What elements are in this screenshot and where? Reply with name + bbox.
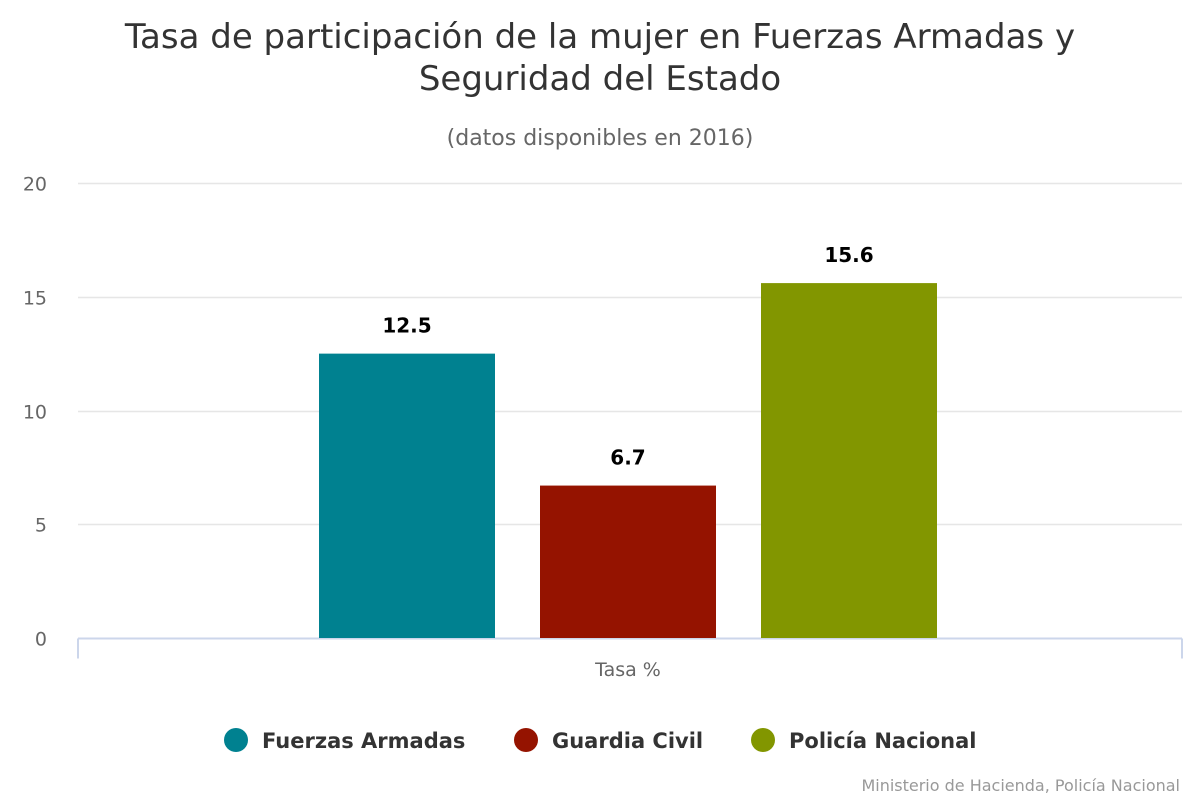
legend-item[interactable]: Policía Nacional [751,728,976,753]
data-labels: 12.5 6.7 15.6 [382,243,873,469]
bars [319,283,937,638]
legend-item[interactable]: Guardia Civil [514,728,703,753]
gridlines [78,182,1182,526]
y-tick-label: 10 [23,402,47,424]
bar-polic-a-nacional [761,283,937,638]
data-label: 12.5 [382,314,431,338]
data-label: 6.7 [610,446,645,470]
y-tick-label: 5 [35,515,47,537]
bar-guardia-civil [540,485,716,638]
legend-label: Fuerzas Armadas [262,729,465,753]
legend-marker [514,728,538,752]
y-tick-label: 15 [23,288,47,310]
legend-marker [224,728,248,752]
chart-credits: Ministerio de Hacienda, Policía Nacional [861,776,1180,795]
data-label: 15.6 [824,243,873,267]
legend-marker [751,728,775,752]
legend: Fuerzas Armadas Guardia Civil Policía Naci… [224,728,976,753]
x-axis-categories: Tasa % [594,659,661,681]
x-category-label: Tasa % [594,659,661,681]
y-axis-ticks: 0 5 10 15 20 [23,174,47,651]
chart-title-line-1: Tasa de participación de la mujer en Fue… [124,17,1075,57]
legend-item[interactable]: Fuerzas Armadas [224,728,465,753]
x-axis [77,637,1183,659]
legend-label: Guardia Civil [552,729,703,753]
chart-subtitle: (datos disponibles en 2016) [447,126,754,151]
bar-fuerzas-armadas [319,353,495,638]
chart-title-line-2: Seguridad del Estado [419,59,781,99]
y-tick-label: 0 [35,629,47,651]
y-tick-label: 20 [23,174,47,196]
legend-label: Policía Nacional [789,729,976,753]
